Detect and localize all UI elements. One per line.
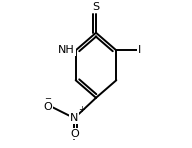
Text: +: + xyxy=(78,105,85,114)
Text: O: O xyxy=(70,128,79,139)
Text: I: I xyxy=(138,45,141,55)
Text: NH: NH xyxy=(58,45,75,55)
Text: N: N xyxy=(70,113,79,123)
Text: O: O xyxy=(44,102,53,112)
Text: S: S xyxy=(92,2,100,12)
Text: −: − xyxy=(44,94,51,103)
